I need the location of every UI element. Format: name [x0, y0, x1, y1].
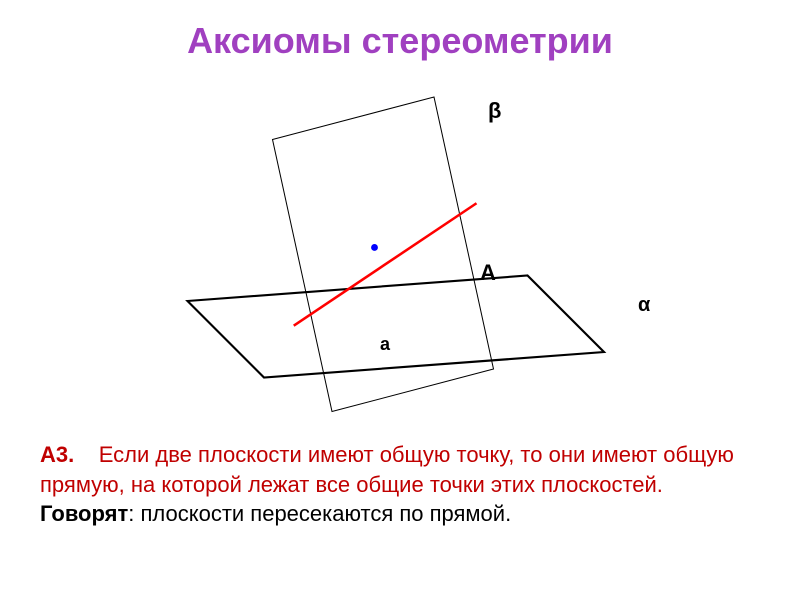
page-title: Аксиомы стереометрии — [0, 20, 800, 62]
plane-beta-shape — [273, 97, 494, 412]
intersection-line — [294, 203, 477, 325]
label-alpha: α — [638, 294, 650, 317]
axiom-highlight-text: : плоскости пересекаются по прямой. — [128, 501, 511, 526]
diagram-svg — [120, 80, 680, 420]
point-a-marker — [371, 244, 378, 251]
axiom-label: А3. — [40, 442, 74, 467]
axiom-highlight-label: Говорят — [40, 501, 128, 526]
label-point-a: А — [480, 260, 496, 286]
title-text: Аксиомы стереометрии — [187, 20, 613, 61]
axiom-spacer — [80, 442, 92, 467]
plane-alpha-shape — [188, 276, 605, 378]
label-beta: β — [488, 98, 501, 124]
geometry-diagram — [120, 80, 680, 420]
axiom-body: Если две плоскости имеют общую точку, то… — [40, 442, 734, 497]
label-line-a: a — [380, 334, 390, 355]
axiom-text: А3. Если две плоскости имеют общую точку… — [40, 440, 760, 529]
